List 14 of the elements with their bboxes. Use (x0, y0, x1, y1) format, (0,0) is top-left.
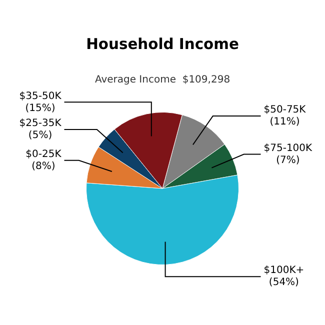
data-label: (7%) (276, 154, 300, 166)
data-label: (11%) (270, 116, 300, 128)
data-label: (5%) (28, 130, 52, 142)
chart-subtitle: Average Income $109,298 (94, 74, 230, 86)
slice-label: $75-100K (264, 142, 313, 154)
chart-title: Household Income (86, 34, 239, 53)
slice-label: $35-50K (19, 90, 62, 102)
data-label: (54%) (268, 277, 300, 288)
slice-label: $100K+ (264, 265, 304, 276)
slice-label: $25-35K (19, 118, 62, 130)
slice-label: $50-75K (264, 104, 306, 116)
data-label: (8%) (32, 160, 56, 172)
slice-label: $0-25K (26, 148, 62, 160)
data-label: (15%) (25, 102, 56, 114)
